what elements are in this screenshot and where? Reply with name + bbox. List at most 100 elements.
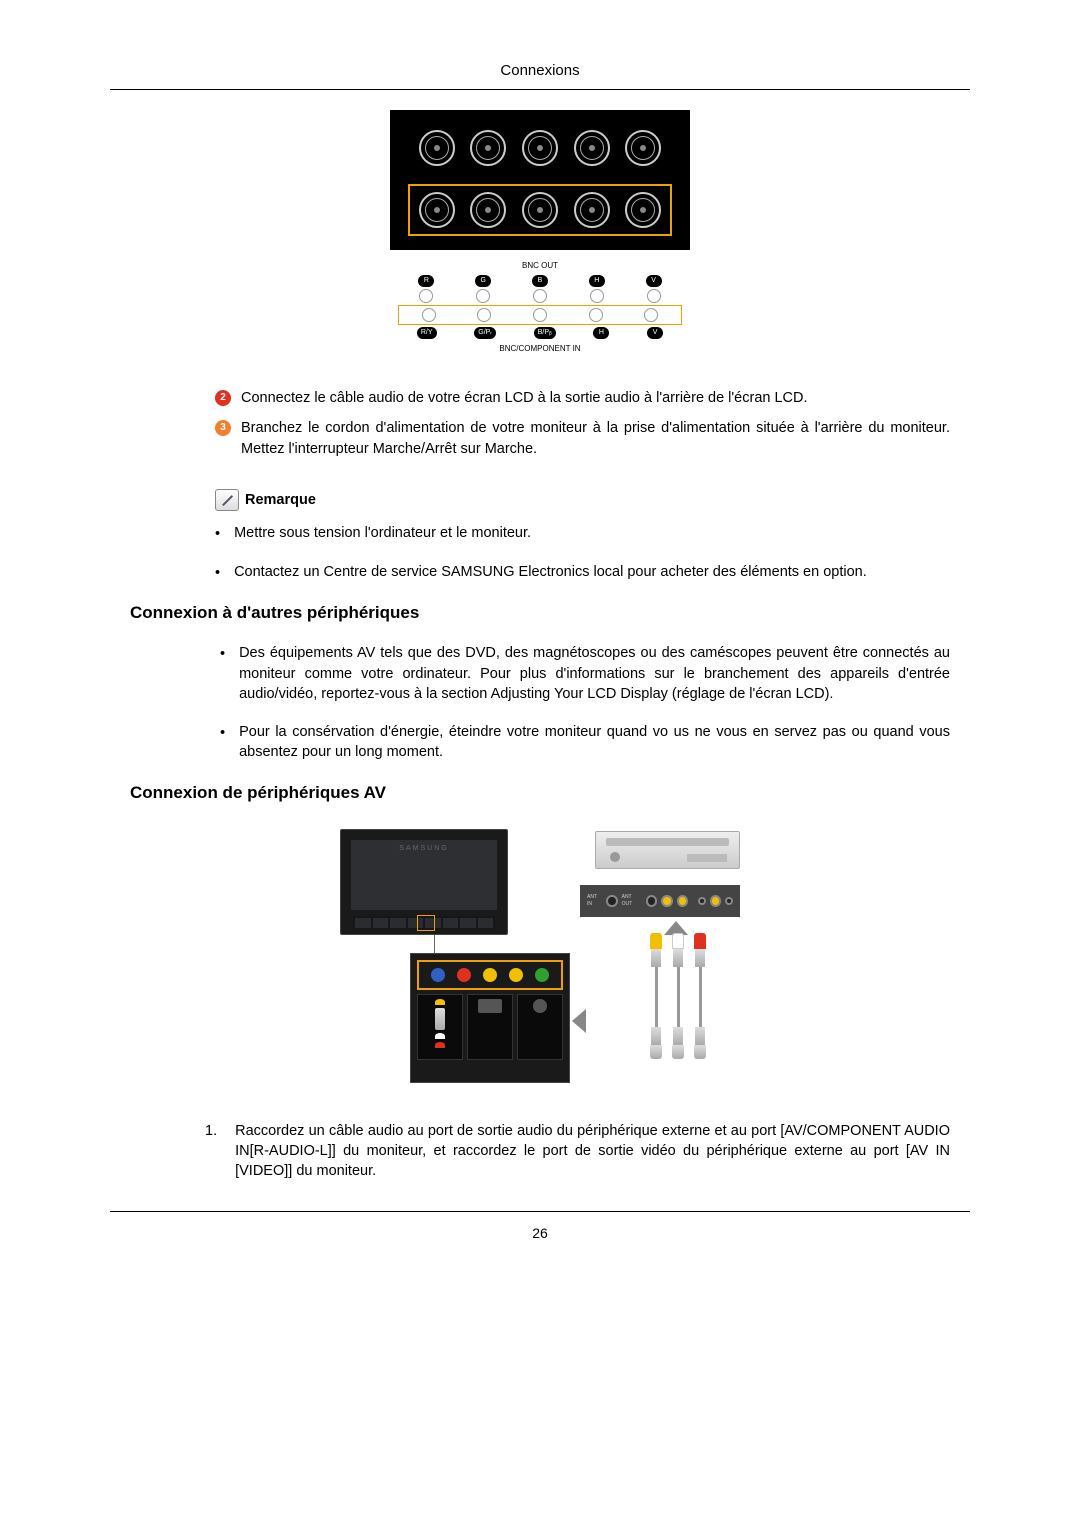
bullet-text: Contactez un Centre de service SAMSUNG E… [234,562,867,583]
section-heading-av: Connexion de périphériques AV [130,781,950,805]
bnc-pill: G [475,275,491,287]
av-dvd-rear-panel: ANT IN ANT OUT [580,885,740,917]
bullet-item: • Mettre sous tension l'ordinateur et le… [215,523,950,544]
av-panel-lower [417,994,563,1060]
bnc-row-top [414,130,666,166]
jack-yellow [710,895,721,907]
bnc-out-label: BNC OUT [398,260,682,271]
bnc-pill: V [647,327,663,339]
av-cable-white [672,933,684,1083]
bnc-white-panel: BNC OUT R G B H V [390,250,690,368]
bullet-item: • Des équipements AV tels que des DVD, d… [220,643,950,704]
jack-small [698,897,706,905]
label-antin: ANT IN [587,894,602,908]
bnc-connector [522,192,558,228]
hdmi-port-icon [478,999,502,1013]
bnc-labels-bottom: R/Y G/Pᵣ B/Pᵦ H V [398,327,682,339]
bnc-connector [574,192,610,228]
jack-yellow [661,895,672,907]
bullet-text: Mettre sous tension l'ordinateur et le m… [234,523,531,544]
plug-body [435,1008,445,1030]
plug-tip-yellow [435,999,445,1005]
jack-yellow [483,968,497,982]
bnc-mini [533,308,547,322]
bullet-text: Des équipements AV tels que des DVD, des… [239,643,950,704]
step-item: 2 Connectez le câble audio de votre écra… [215,388,950,408]
bnc-mini [590,289,604,303]
bullet-dot: • [215,562,220,583]
bnc-mini-row [398,289,682,303]
note-icon [215,489,239,511]
av-plug-col [467,994,513,1060]
bnc-row-bottom [414,192,666,228]
av-cable-bundle [638,933,718,1083]
ol-number: 1. [205,1121,217,1182]
bnc-pill: B [532,275,548,287]
bnc-pill: H [589,275,605,287]
bnc-connector [419,192,455,228]
ol-text: Raccordez un câble audio au port de sort… [235,1121,950,1182]
step-item: 3 Branchez le cordon d'alimentation de v… [215,418,950,459]
bnc-mini [422,308,436,322]
bnc-pill: R [418,275,434,287]
jack-yellow [509,968,523,982]
page-number: 26 [110,1224,970,1244]
arrow-left-icon [572,1009,586,1033]
label-antout: ANT OUT [622,894,642,908]
av-plug-col [417,994,463,1060]
jack-yellow [677,895,688,907]
jack-blue [431,968,445,982]
bnc-connector [419,130,455,166]
av-diagram: SAMSUNG ANT IN ANT OUT [340,823,740,1103]
bnc-labels-top: R G B H V [398,275,682,287]
av-monitor-brand: SAMSUNG [399,844,448,854]
av-panel-highlight-row [417,960,563,990]
bnc-connector [522,130,558,166]
bnc-connector [470,192,506,228]
bnc-connector [625,130,661,166]
plug-tip-white [435,1033,445,1039]
plug-tip-red [435,1042,445,1048]
av-monitor-port-highlight [417,915,435,931]
bnc-mini [589,308,603,322]
bnc-top-group [408,122,672,174]
av-cable-red [694,933,706,1083]
step-badge-3: 3 [215,420,231,436]
bnc-mini [477,308,491,322]
bullet-item: • Pour la consérvation d'énergie, éteind… [220,722,950,763]
bnc-pill: B/Pᵦ [534,327,556,339]
page: Connexions [0,0,1080,1284]
bullet-item: • Contactez un Centre de service SAMSUNG… [215,562,950,583]
bullet-dot: • [220,643,225,704]
bnc-mini [647,289,661,303]
av-plug-col [517,994,563,1060]
bnc-connector [470,130,506,166]
content-area: BNC OUT R G B H V [110,110,970,1181]
jack-small [725,897,733,905]
section-heading-other-devices: Connexion à d'autres périphériques [130,601,950,625]
bnc-connector [625,192,661,228]
section1-bullets: • Des équipements AV tels que des DVD, d… [220,643,950,762]
bnc-mini [476,289,490,303]
step-badge-2: 2 [215,390,231,406]
header-rule [110,89,970,90]
bnc-pill: G/Pᵣ [474,327,496,339]
bnc-diagram: BNC OUT R G B H V [390,110,690,368]
bnc-mini [644,308,658,322]
step-text: Branchez le cordon d'alimentation de vot… [241,418,950,459]
bullet-dot: • [215,523,220,544]
port-icon [533,999,547,1013]
bullet-dot: • [220,722,225,763]
jack-black [606,895,617,907]
av-ordered-steps: 1. Raccordez un câble audio au port de s… [205,1121,950,1182]
bnc-mini [419,289,433,303]
bnc-pill: H [593,327,609,339]
remarque-bullets: • Mettre sous tension l'ordinateur et le… [215,523,950,584]
remarque-callout: Remarque [215,489,950,511]
bnc-black-panel [390,110,690,250]
bnc-pill: R/Y [417,327,437,339]
ol-item: 1. Raccordez un câble audio au port de s… [205,1121,950,1182]
av-connection-panel [410,953,570,1083]
numbered-steps: 2 Connectez le câble audio de votre écra… [215,388,950,459]
jack-green [535,968,549,982]
